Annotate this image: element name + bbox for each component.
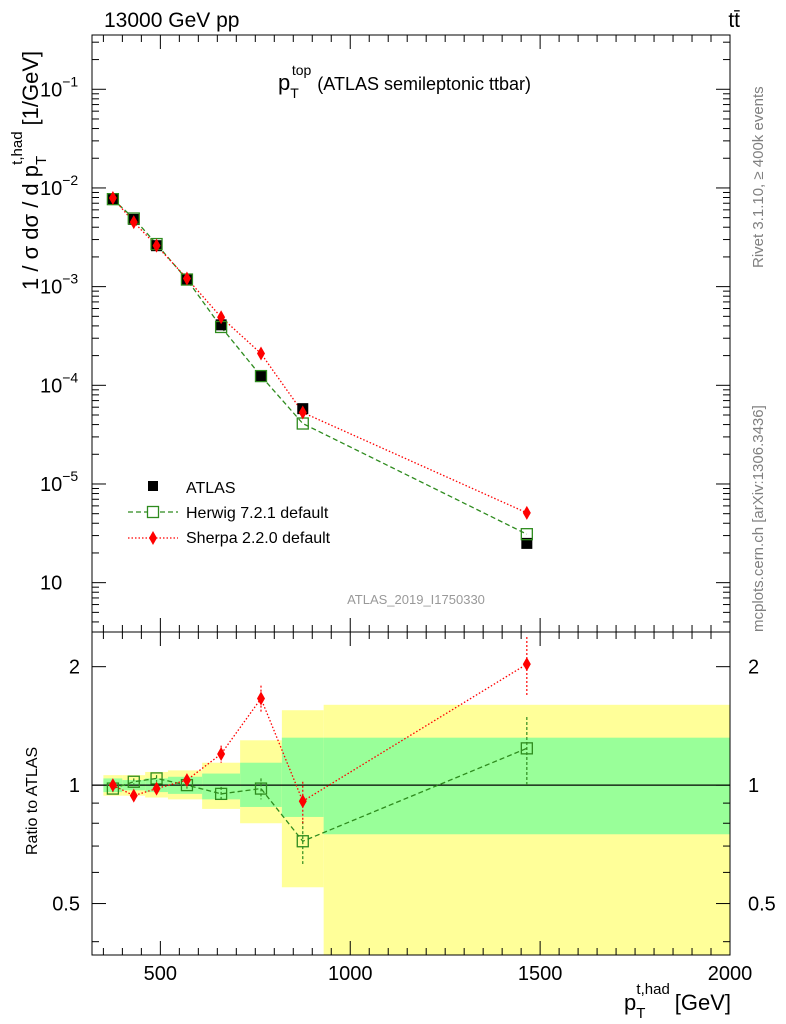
legend-entry-sherpa: Sherpa 2.2.0 default xyxy=(128,530,331,547)
mcplots-label: mcplots.cern.ch [arXiv:1306.3436] xyxy=(750,405,767,632)
sherpa-point xyxy=(256,346,265,361)
svg-text:1 / σ dσ / d pTt,had[1/GeV]: 1 / σ dσ / d pTt,had [1/GeV] xyxy=(9,51,50,290)
ratio-plot-frame xyxy=(91,631,731,956)
sherpa-ratio-point xyxy=(182,773,191,788)
ratio-y-tick-labels: 0.5 0.5 1 1 2 2 xyxy=(52,657,776,916)
ratio-data-layer xyxy=(106,636,533,865)
ratio-y-axis-title: Ratio to ATLAS xyxy=(24,747,41,855)
legend-entry-atlas: ATLAS xyxy=(148,480,236,497)
main-y-tick-label: 10−5 xyxy=(40,468,78,496)
sherpa-point xyxy=(108,191,117,206)
x-axis-title-main: p xyxy=(624,990,636,1015)
plot-title-symbol: p xyxy=(278,70,290,95)
sherpa-point xyxy=(217,310,226,325)
main-y-tick-label: 10−4 xyxy=(40,369,78,397)
sherpa-point xyxy=(522,505,531,520)
ratio-y-tick-label-right: 1 xyxy=(748,775,759,797)
legend-label-atlas: ATLAS xyxy=(186,480,236,497)
plot-title: pTtop (ATLAS semileptonic ttbar) xyxy=(278,62,531,101)
plot-title-sub: T xyxy=(290,85,299,101)
herwig-ratio-point xyxy=(214,787,228,801)
legend-marker-atlas xyxy=(148,481,158,491)
main-y-tick-label: 10 xyxy=(40,573,62,595)
sherpa-ratio-point xyxy=(152,781,161,796)
atlas-point xyxy=(255,370,267,382)
x-tick-label: 2000 xyxy=(708,963,753,985)
legend-label-herwig: Herwig 7.2.1 default xyxy=(186,505,329,522)
rivet-version-label: Rivet 3.1.10, ≥ 400k events xyxy=(750,86,767,268)
legend-marker-sherpa xyxy=(149,531,157,545)
plot-title-sup: top xyxy=(292,62,312,78)
sherpa-point xyxy=(129,215,138,230)
atlas-point xyxy=(521,537,533,549)
herwig-ratio-point xyxy=(520,742,533,755)
y-axis-title-sub: T xyxy=(33,156,50,165)
herwig-point xyxy=(520,528,533,541)
main-y-tick-label: 10−1 xyxy=(40,73,78,101)
x-axis-title-sup: t,had xyxy=(636,981,669,998)
main-y-tick-label: 10−2 xyxy=(40,172,78,200)
sherpa-ratio-point xyxy=(108,778,117,793)
y-axis-title-unit: [1/GeV] xyxy=(18,51,43,126)
y-axis-title-main: 1 / σ dσ / d p xyxy=(18,165,43,290)
legend: ATLAS Herwig 7.2.1 default Sherpa 2.2.0 … xyxy=(128,480,331,547)
x-axis-title-unit: [GeV] xyxy=(675,990,731,1015)
herwig-ratio-point xyxy=(296,835,309,848)
header-left-label: 13000 GeV pp xyxy=(104,9,239,32)
sherpa-point xyxy=(152,238,161,253)
sherpa-line xyxy=(112,197,528,514)
x-tick-labels: 500 1000 1500 2000 xyxy=(144,963,753,985)
sherpa-ratio-point xyxy=(217,746,226,761)
herwig-ratio-line xyxy=(112,747,528,843)
x-tick-label: 500 xyxy=(144,963,177,985)
herwig-point xyxy=(254,369,268,383)
main-axis-ticks xyxy=(92,35,731,632)
x-tick-label: 1000 xyxy=(328,963,373,985)
ratio-axis-ticks xyxy=(92,632,731,955)
legend-marker-herwig xyxy=(146,505,160,519)
analysis-watermark: ATLAS_2019_I1750330 xyxy=(347,592,485,607)
ratio-y-tick-label: 2 xyxy=(69,657,80,679)
legend-entry-herwig: Herwig 7.2.1 default xyxy=(128,505,329,522)
y-axis-title-sup: t,had xyxy=(9,131,26,164)
sherpa-ratio-point xyxy=(298,794,307,809)
ratio-y-tick-label: 1 xyxy=(69,775,80,797)
sherpa-ratio-point xyxy=(129,788,138,803)
ratio-y-tick-label-right: 0.5 xyxy=(748,894,776,916)
sherpa-point xyxy=(298,405,307,420)
x-axis-title-sub: T xyxy=(636,1005,645,1022)
main-y-tick-labels: 10 10−5 10−4 10−3 10−2 10−1 xyxy=(40,73,78,594)
main-y-tick-label: 10−3 xyxy=(40,271,78,299)
x-axis-title: pTt,had [GeV] xyxy=(624,981,731,1022)
sherpa-ratio-point xyxy=(256,691,265,706)
ratio-uncertainty-bands xyxy=(103,704,730,955)
sherpa-point xyxy=(182,271,191,286)
herwig-ratio-point xyxy=(254,782,268,795)
band-green xyxy=(202,773,241,800)
main-data-layer xyxy=(106,191,533,549)
x-tick-label: 1500 xyxy=(518,963,563,985)
legend-label-sherpa: Sherpa 2.2.0 default xyxy=(186,530,331,547)
sherpa-ratio-point xyxy=(522,657,531,672)
atlas-point xyxy=(215,319,227,331)
main-y-axis-title: 1 / σ dσ / d pTt,had [1/GeV] xyxy=(9,51,50,290)
herwig-ratio-point xyxy=(127,775,140,788)
header-right-label: tt̄ xyxy=(728,9,740,32)
ratio-y-tick-label: 0.5 xyxy=(52,894,80,916)
plot-title-rest: (ATLAS semileptonic ttbar) xyxy=(317,74,531,94)
herwig-line xyxy=(112,198,528,535)
ratio-y-tick-label-right: 2 xyxy=(748,657,759,679)
